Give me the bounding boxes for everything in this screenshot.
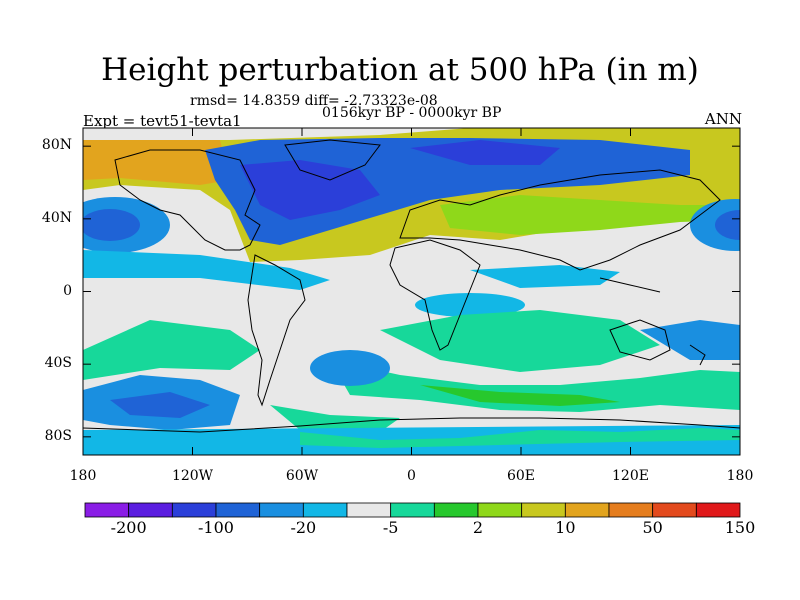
lat-tick-label: 0 xyxy=(63,282,72,299)
arctic-low-core xyxy=(410,140,560,165)
colorbar-swatch xyxy=(171,502,217,518)
colorbar-label: -5 xyxy=(382,518,399,537)
colorbar-label: -100 xyxy=(198,518,234,537)
colorbar xyxy=(84,502,741,518)
colorbar-swatch xyxy=(84,502,130,518)
eurasia-green-band xyxy=(440,195,740,235)
lon-tick-label: 60E xyxy=(506,468,536,484)
colorbar-swatch xyxy=(302,502,348,518)
colorbar-label: 50 xyxy=(642,518,663,537)
south-indian-positive xyxy=(380,310,660,372)
lon-tick-label: 120E xyxy=(612,468,649,484)
colorbar-swatch xyxy=(564,502,610,518)
season-label: ANN xyxy=(704,110,742,128)
north-atlantic-low-core xyxy=(240,160,380,220)
colorbar-label: 10 xyxy=(555,518,576,537)
colorbar-swatch xyxy=(521,502,566,518)
period-line: 0156kyr BP - 0000kyr BP xyxy=(322,105,502,121)
south-atlantic-low xyxy=(310,350,390,386)
colorbar-swatch xyxy=(346,502,392,518)
lon-tick-label: 180 xyxy=(726,468,754,484)
lat-tick-label: 80N xyxy=(41,137,72,154)
lat-tick-label: 40S xyxy=(44,355,72,372)
southern-ocean-positive xyxy=(330,360,740,412)
map-fields xyxy=(83,128,740,455)
colorbar-label: -20 xyxy=(290,518,317,537)
longitude-ticks xyxy=(82,128,741,455)
colorbar-swatch xyxy=(215,502,261,518)
colorbar-swatch xyxy=(608,502,654,518)
lat-tick-label: 40N xyxy=(41,209,72,226)
colorbar-swatch xyxy=(390,502,435,518)
lon-tick-label: 0 xyxy=(407,468,416,484)
colorbar-label: 2 xyxy=(472,518,484,537)
colorbar-swatch xyxy=(433,502,479,518)
latitude-ticks xyxy=(83,145,740,438)
colorbar-swatch xyxy=(259,502,304,518)
lon-tick-label: 120W xyxy=(171,468,214,484)
colorbar-swatch xyxy=(652,502,697,518)
colorbar-swatch xyxy=(477,502,523,518)
colorbar-swatch xyxy=(695,502,741,518)
tropical-low-band xyxy=(83,250,330,290)
experiment-label: Expt = tevt51-tevta1 xyxy=(83,112,242,130)
colorbar-swatch xyxy=(128,502,173,518)
lon-tick-label: 60W xyxy=(285,468,319,484)
lon-tick-label: 180 xyxy=(69,468,97,484)
south-pacific-positive xyxy=(83,320,260,380)
stats-line: rmsd= 14.8359 diff= -2.73323e-08 xyxy=(190,93,438,109)
north-pacific-high xyxy=(83,140,230,185)
chart-title: Height perturbation at 500 hPa (in m) xyxy=(101,52,699,88)
colorbar-label: -200 xyxy=(110,518,147,537)
lat-tick-label: 80S xyxy=(44,427,72,444)
colorbar-label: 150 xyxy=(724,518,756,537)
coastlines xyxy=(83,139,740,433)
